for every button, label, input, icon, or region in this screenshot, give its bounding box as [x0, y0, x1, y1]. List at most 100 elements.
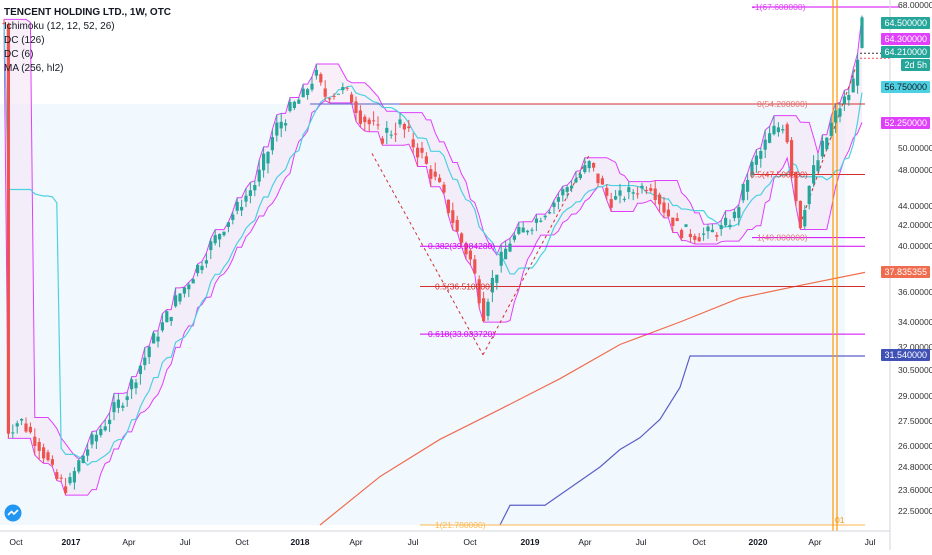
candle-body [807, 185, 811, 205]
candle-body [394, 133, 398, 135]
price-label-dc-low: 52.250000 [881, 117, 930, 129]
candle-body [490, 277, 494, 293]
legend-ichimoku[interactable]: Ichimoku (12, 12, 52, 26) [4, 21, 115, 32]
candle-body [464, 243, 468, 255]
candle-body [11, 432, 15, 434]
dc126-fill [0, 104, 845, 525]
candle-body [253, 185, 257, 191]
candle-body [697, 237, 701, 242]
candle-body [50, 459, 54, 465]
candle-body [438, 177, 442, 183]
candle-body [820, 140, 824, 157]
candle-body [636, 193, 640, 195]
candle-body [15, 423, 19, 427]
candle-body [130, 379, 134, 390]
y-tick-label: 24.800000 [898, 462, 932, 472]
candle-body [77, 460, 81, 472]
candle-body [24, 423, 28, 432]
candle-body [706, 226, 710, 232]
candle-body [715, 235, 719, 237]
candle-body [336, 93, 340, 95]
candle-body [741, 183, 745, 201]
legend-dc126[interactable]: DC (126) [4, 35, 45, 46]
candle-body [270, 137, 274, 151]
candle-body [693, 235, 697, 240]
candle-body [812, 165, 816, 184]
legend-dc6[interactable]: DC (6) [4, 49, 34, 60]
candle-body [156, 336, 160, 342]
candle-body [37, 441, 41, 451]
candle-body [772, 125, 776, 135]
price-label-countdown: 2d 5h [901, 59, 930, 71]
candle-body [517, 227, 521, 234]
price-label-ichimoku-a: 64.300000 [881, 33, 930, 45]
candle-body [530, 229, 534, 231]
candle-body [218, 234, 222, 240]
candle-body [33, 436, 37, 446]
fib-level-label: 0(54.200000) [757, 99, 808, 109]
legend: TENCENT HOLDING LTD., 1W, OTC Ichimoku (… [4, 6, 171, 76]
candle-body [143, 357, 147, 366]
candle-body [310, 83, 314, 90]
candle-body [570, 185, 574, 189]
candle-body [99, 429, 103, 436]
candle-body [125, 396, 129, 401]
candle-body [539, 220, 543, 222]
candle-body [609, 199, 613, 208]
x-tick-label: 2018 [291, 537, 310, 547]
candle-body [468, 250, 472, 260]
legend-ma[interactable]: MA (256, hl2) [4, 63, 64, 74]
candle-body [622, 198, 626, 200]
candle-body [838, 108, 842, 117]
candle-body [231, 214, 235, 220]
candle-body [662, 202, 666, 213]
x-tick-label: Oct [463, 537, 477, 547]
candle-body [152, 333, 156, 344]
candle-body [627, 187, 631, 193]
x-tick-label: Jul [180, 537, 191, 547]
candle-body [55, 472, 59, 480]
fib-level-label: 0.618(33.033720) [428, 329, 495, 339]
y-tick-label: 68.000000 [898, 0, 932, 10]
candle-body [587, 161, 591, 169]
y-tick-label: 23.600000 [898, 485, 932, 495]
candle-body [614, 196, 618, 200]
dc6-fill [4, 15, 862, 496]
candle-body [684, 224, 688, 227]
candle-body [504, 248, 508, 260]
candle-body [306, 89, 310, 95]
candle-body [64, 486, 68, 494]
candle-body [367, 119, 371, 125]
candle-body [548, 212, 552, 214]
candle-body [341, 87, 345, 91]
candle-body [86, 449, 90, 456]
fib-level-label: 0.5(47.500000) [750, 170, 808, 180]
candle-body [209, 241, 213, 251]
y-tick-label: 34.000000 [898, 317, 932, 327]
price-label-ma: 37.835355 [881, 266, 930, 278]
y-tick-label: 42.000000 [898, 220, 932, 230]
candle-body [178, 293, 182, 302]
candle-body [174, 295, 178, 307]
candle-body [279, 121, 283, 129]
candle-body [200, 265, 204, 271]
legend-title[interactable]: TENCENT HOLDING LTD., 1W, OTC [4, 7, 172, 18]
candle-body [750, 161, 754, 176]
price-label-last: 64.500000 [881, 17, 930, 29]
candle-body [284, 123, 288, 126]
candle-body [592, 163, 596, 168]
candle-body [116, 399, 120, 408]
ma-line [319, 271, 866, 526]
candle-body [350, 94, 354, 103]
y-tick-label: 30.500000 [898, 365, 932, 375]
candle-body [354, 101, 358, 113]
candle-body [724, 217, 728, 226]
candle-body [578, 174, 582, 179]
candle-body [248, 190, 252, 196]
candle-body [583, 165, 587, 173]
candle-body [301, 88, 305, 98]
candle-body [68, 477, 72, 484]
candle-body [477, 279, 481, 304]
tradingview-logo-icon[interactable] [4, 504, 22, 522]
